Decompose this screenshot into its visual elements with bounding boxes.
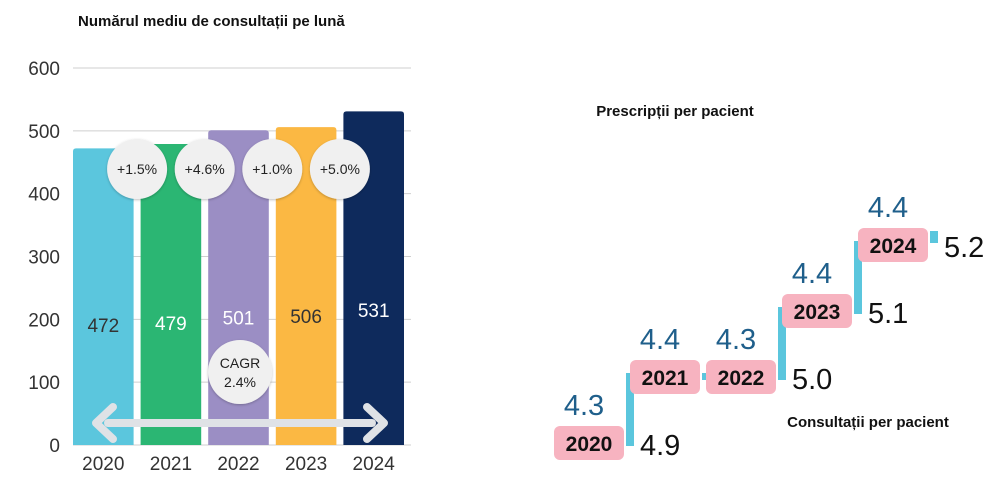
bar-value-label: 472 xyxy=(87,316,119,337)
step-bar-2022 xyxy=(778,307,786,380)
year-label: 2022 xyxy=(718,367,765,390)
year-badge-2022 xyxy=(706,360,776,394)
growth-label: +1.0% xyxy=(252,161,292,177)
timeline-arrow xyxy=(92,403,388,443)
x-tick-label: 2022 xyxy=(217,454,259,475)
prescriptions-value: 4.4 xyxy=(792,258,832,290)
y-tick-label: 400 xyxy=(28,185,60,206)
consultations-caption: Consultații per pacient xyxy=(787,414,949,431)
cagr-value: 2.4% xyxy=(224,374,256,390)
year-badge-2024 xyxy=(858,228,928,262)
growth-circle xyxy=(309,139,370,199)
x-tick-label: 2021 xyxy=(150,454,192,475)
year-badge-2023 xyxy=(782,294,852,328)
year-label: 2024 xyxy=(870,235,917,258)
consultations-value: 4.9 xyxy=(640,430,680,462)
bar-value-label: 506 xyxy=(290,307,322,328)
prescriptions-value: 4.4 xyxy=(868,192,908,224)
year-label: 2020 xyxy=(566,433,613,456)
bar-2023 xyxy=(275,127,337,446)
prescriptions-caption: Prescripții per pacient xyxy=(596,103,754,120)
step-bar-2023 xyxy=(854,241,862,314)
prescriptions-value: 4.3 xyxy=(564,390,604,422)
year-badge-2021 xyxy=(630,360,700,394)
y-tick-label: 200 xyxy=(28,310,60,331)
x-tick-label: 2020 xyxy=(82,454,124,475)
cagr-circle xyxy=(208,340,272,404)
step-bar-2020 xyxy=(626,373,634,446)
bar-value-label: 479 xyxy=(155,314,187,335)
year-label: 2023 xyxy=(794,301,841,324)
bar-value-label: 531 xyxy=(358,301,390,322)
x-axis-ticks: 2020 2021 2022 2023 2024 xyxy=(82,454,395,475)
bar-2024 xyxy=(343,111,404,445)
growth-label: +1.5% xyxy=(117,161,157,177)
consultations-value: 5.1 xyxy=(868,298,908,330)
y-axis-ticks: 0 100 200 300 400 500 600 xyxy=(28,59,60,457)
year-label: 2021 xyxy=(642,367,689,390)
bar-chart-title: Numărul mediu de consultații pe lună xyxy=(78,13,345,30)
growth-label: +5.0% xyxy=(320,161,360,177)
bar-2020 xyxy=(73,148,134,445)
cagr-badge: CAGR 2.4% xyxy=(208,340,272,404)
growth-circle xyxy=(107,139,168,199)
growth-label: +4.6% xyxy=(185,161,225,177)
step-items: 20204.94.320215.04.420225.04.320235.14.4… xyxy=(554,192,984,462)
growth-circle xyxy=(174,139,235,199)
consultations-value: 5.0 xyxy=(792,364,832,396)
growth-circle xyxy=(242,139,303,199)
x-tick-label: 2023 xyxy=(285,454,327,475)
cagr-label: CAGR xyxy=(220,355,260,371)
y-tick-label: 300 xyxy=(28,248,60,269)
step-bar-2024 xyxy=(930,231,938,243)
prescriptions-value: 4.4 xyxy=(640,324,680,356)
staircase-chart: Prescripții per pacient Consultații per … xyxy=(554,103,984,462)
y-tick-label: 500 xyxy=(28,122,60,143)
y-tick-label: 0 xyxy=(49,436,60,457)
bar-2021 xyxy=(140,144,202,446)
bar-chart: Numărul mediu de consultații pe lună 0 10… xyxy=(28,13,411,475)
x-tick-label: 2024 xyxy=(353,454,396,475)
bar-value-labels: 472 479 501 506 531 xyxy=(87,301,389,337)
consultations-value: 5.2 xyxy=(944,232,984,264)
bar-value-label: 501 xyxy=(223,309,255,330)
prescriptions-value: 4.3 xyxy=(716,324,756,356)
growth-labels: +1.5% +4.6% +1.0% +5.0% xyxy=(107,139,370,199)
y-tick-label: 100 xyxy=(28,373,60,394)
y-tick-label: 600 xyxy=(28,59,60,80)
bars xyxy=(73,111,404,446)
year-badge-2020 xyxy=(554,426,624,460)
